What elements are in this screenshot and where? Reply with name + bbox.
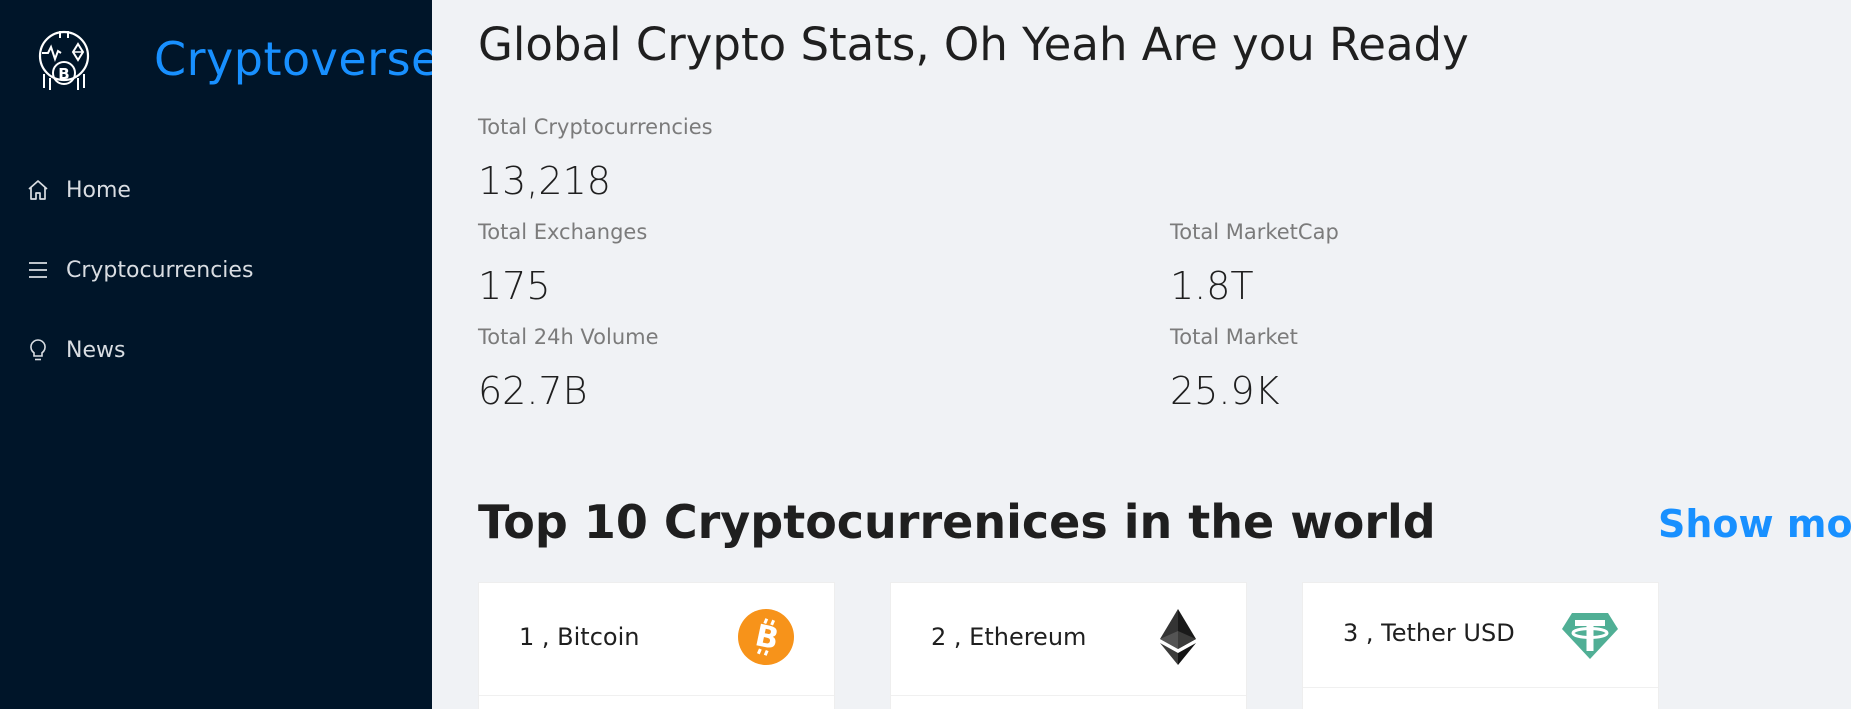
ethereum-icon [1150, 609, 1206, 665]
main-content: Global Crypto Stats, Oh Yeah Are you Rea… [432, 0, 1851, 709]
sidebar-item-label: News [66, 337, 126, 363]
card-header: 3 , Tether USD [1303, 583, 1658, 688]
stat-total-cryptocurrencies: Total Cryptocurrencies 13,218 [478, 115, 713, 203]
crypto-card-bitcoin[interactable]: 1 , Bitcoin B [478, 582, 835, 709]
sidebar-item-news[interactable]: News [0, 310, 432, 390]
bulb-icon [26, 338, 50, 362]
sidebar: B Cryptoverse Home Cryptocurrencies [0, 0, 439, 709]
svg-text:B: B [58, 65, 69, 83]
card-header: 2 , Ethereum [891, 583, 1246, 696]
stat-total-exchanges: Total Exchanges 175 [478, 220, 647, 308]
crypto-card-ethereum[interactable]: 2 , Ethereum [890, 582, 1247, 709]
stat-label: Total MarketCap [1170, 220, 1339, 244]
bitcoin-dreamcatcher-logo: B [38, 30, 90, 90]
top10-title: Top 10 Cryptocurrenices in the world [478, 495, 1436, 549]
stat-value: 175 [478, 264, 551, 308]
stat-value: 1.8T [1170, 264, 1254, 308]
stat-label: Total 24h Volume [478, 325, 659, 349]
home-icon [26, 178, 50, 202]
stat-value: 13,218 [478, 159, 611, 203]
logo-row[interactable]: B Cryptoverse [30, 26, 440, 94]
card-title: 3 , Tether USD [1343, 619, 1515, 647]
stat-total-24h-volume: Total 24h Volume 62.7B [478, 325, 659, 413]
tether-icon [1562, 607, 1618, 663]
stat-value: 62.7B [478, 369, 588, 413]
stat-total-market: Total Market 25.9K [1170, 325, 1298, 413]
card-title: 2 , Ethereum [931, 623, 1087, 651]
sidebar-item-label: Home [66, 177, 131, 203]
stat-value: 25.9K [1170, 369, 1280, 413]
page-title: Global Crypto Stats, Oh Yeah Are you Rea… [478, 18, 1469, 71]
stat-label: Total Cryptocurrencies [478, 115, 713, 139]
bitcoin-icon: B [738, 609, 794, 665]
card-header: 1 , Bitcoin B [479, 583, 834, 696]
menu-icon [26, 258, 50, 282]
sidebar-nav: Home Cryptocurrencies News [0, 150, 432, 390]
sidebar-item-home[interactable]: Home [0, 150, 432, 230]
sidebar-item-label: Cryptocurrencies [66, 257, 254, 283]
crypto-card-tether[interactable]: 3 , Tether USD [1302, 582, 1659, 709]
card-title: 1 , Bitcoin [519, 623, 640, 651]
app-title[interactable]: Cryptoverse [154, 32, 440, 86]
stat-total-marketcap: Total MarketCap 1.8T [1170, 220, 1339, 308]
stat-label: Total Market [1170, 325, 1298, 349]
stat-label: Total Exchanges [478, 220, 648, 244]
sidebar-item-cryptocurrencies[interactable]: Cryptocurrencies [0, 230, 432, 310]
show-more-link[interactable]: Show more [1658, 502, 1851, 546]
